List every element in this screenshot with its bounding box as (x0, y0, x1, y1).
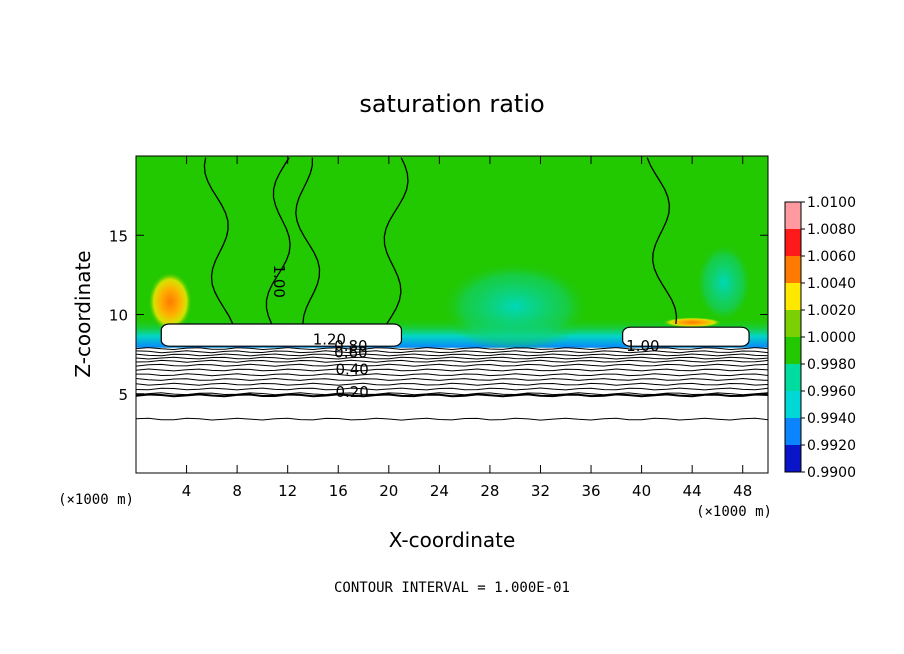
contour-label: 0.80 (334, 337, 367, 355)
cloud-region (160, 323, 403, 347)
contour-label: 1.20 (313, 331, 346, 349)
contour-line (136, 359, 768, 363)
colorbar-swatch (785, 256, 801, 283)
contour-line (136, 363, 768, 367)
contour-line (646, 157, 678, 325)
contour-line (136, 347, 768, 351)
contour-line (136, 417, 768, 421)
x-tick-label: 4 (182, 482, 192, 500)
subsaturated-region (136, 347, 768, 473)
contour-label: 1.00 (270, 265, 288, 298)
colorbar-swatch (785, 310, 801, 337)
colorbar-label: 1.0080 (807, 222, 856, 238)
x-tick-label: 48 (733, 482, 752, 500)
x-tick-label: 20 (379, 482, 398, 500)
plot-area (136, 156, 768, 473)
x-tick-label: 40 (632, 482, 651, 500)
supersaturation-hotspot (148, 271, 193, 332)
colorbar: 1.0100 1.0080 1.0060 1.0040 1.0020 1.0000 0.99… (784, 195, 856, 481)
x-tick-label: 16 (329, 482, 348, 500)
contour-line (136, 353, 768, 357)
x-unit-label-left: (×1000 m) (58, 492, 134, 508)
y-tick-label: 10 (109, 307, 128, 325)
colorbar-label: 1.0100 (807, 195, 856, 211)
x-unit-label-right: (×1000 m) (696, 504, 772, 520)
contour-line (203, 157, 234, 325)
x-tick-label: 12 (278, 482, 297, 500)
teal-anomaly (695, 242, 752, 323)
supersaturation-hotspot (662, 317, 723, 328)
colorbar-label: 1.0000 (807, 330, 856, 346)
contour-line (136, 356, 768, 360)
contour-line (383, 157, 409, 325)
x-tick-label: 24 (430, 482, 449, 500)
x-tick-label: 28 (480, 482, 499, 500)
chart-title: saturation ratio (359, 90, 544, 118)
colorbar-swatch (785, 391, 801, 418)
colorbar-swatch (785, 445, 801, 472)
x-tick-label: 36 (581, 482, 600, 500)
contour-line (136, 393, 768, 398)
contour-interval-note: CONTOUR INTERVAL = 1.000E-01 (334, 580, 570, 596)
colorbar-label: 1.0040 (807, 276, 856, 292)
colorbar-swatch (785, 418, 801, 445)
contour-line (136, 387, 768, 391)
contour-line (136, 382, 768, 386)
colorbar-swatch (785, 337, 801, 364)
contour-line (136, 377, 768, 381)
x-tick-label: 32 (531, 482, 550, 500)
contour-label: 1.00 (626, 337, 659, 355)
cloud-region (622, 326, 750, 347)
contour-line (136, 350, 768, 354)
colorbar-label: 0.9940 (807, 411, 856, 427)
x-tick-label: 8 (232, 482, 242, 500)
colorbar-label: 0.9980 (807, 357, 856, 373)
contour-line (136, 373, 768, 377)
colorbar-swatch (785, 364, 801, 391)
colorbar-label: 1.0020 (807, 303, 856, 319)
colorbar-label: 0.9900 (807, 465, 856, 481)
x-axis-label: X-coordinate (389, 528, 516, 552)
contour-label: 0.40 (335, 361, 368, 379)
contour-line (136, 368, 768, 372)
teal-anomaly (440, 261, 591, 352)
colorbar-swatch (785, 283, 801, 310)
contour-line (295, 157, 321, 325)
colorbar-swatch (785, 202, 801, 229)
contour-line (265, 157, 291, 325)
colorbar-label: 1.0060 (807, 249, 856, 265)
y-tick-label: 15 (109, 227, 128, 245)
y-axis-label: Z-coordinate (71, 250, 95, 377)
y-tick-label: 5 (118, 386, 128, 404)
colorbar-label: 0.9960 (807, 384, 856, 400)
colorbar-label: 0.9920 (807, 438, 856, 454)
contour-label: 0.60 (334, 343, 367, 361)
x-tick-label: 44 (683, 482, 702, 500)
contour-label: 0.20 (335, 383, 368, 401)
colorbar-swatch (785, 229, 801, 256)
